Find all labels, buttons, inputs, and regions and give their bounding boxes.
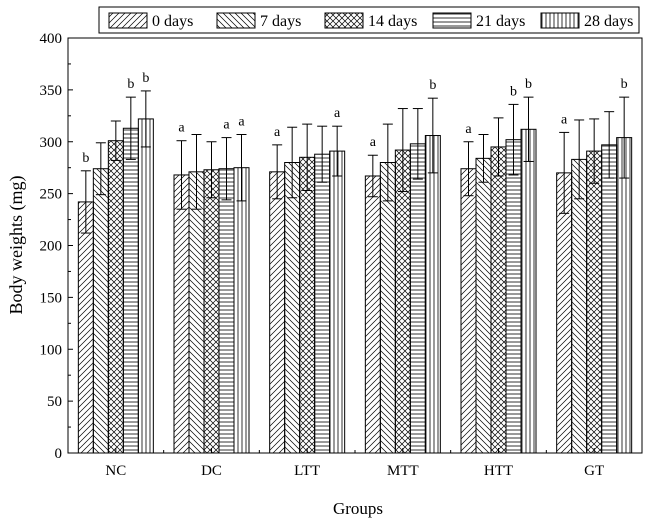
bar-HTT-21-days xyxy=(505,139,522,454)
bar-MTT-7-days xyxy=(379,162,396,454)
bar-DC-7-days xyxy=(188,171,205,454)
bar-NC-28-days xyxy=(137,118,154,454)
bar-LTT-7-days xyxy=(284,162,301,454)
y-tick-label: 400 xyxy=(40,31,63,47)
y-axis-label: Body weights (mg) xyxy=(6,176,27,315)
legend-swatch xyxy=(108,12,148,29)
legend-swatch xyxy=(540,12,580,29)
bar-MTT-21-days xyxy=(409,143,426,454)
bar-GT-21-days xyxy=(601,144,618,454)
significance-letter: a xyxy=(274,125,281,140)
legend-label: 21 days xyxy=(476,13,525,30)
bar-NC-21-days xyxy=(122,127,139,454)
significance-letter: b xyxy=(142,71,149,86)
significance-letter: a xyxy=(238,114,245,129)
y-tick-label: 0 xyxy=(55,446,63,462)
x-tick-label: GT xyxy=(584,463,604,479)
legend-label: 28 days xyxy=(584,13,633,30)
significance-letter: b xyxy=(510,84,517,99)
significance-letter: b xyxy=(82,151,89,166)
x-tick-label: NC xyxy=(105,463,126,479)
bar-GT-7-days xyxy=(571,158,588,454)
bar-NC-7-days xyxy=(92,168,109,454)
plot-frame xyxy=(67,37,643,454)
bar-DC-21-days xyxy=(218,168,235,454)
significance-letter: a xyxy=(370,135,377,150)
axes: 0 50 100 150 200 250 300 350 400 NC DC LTT MTT HTT GT xyxy=(40,31,643,479)
bar-DC-14-days xyxy=(203,169,220,454)
bar-DC-0-days xyxy=(173,174,190,454)
significance-letter: a xyxy=(334,106,341,121)
y-tick-label: 150 xyxy=(40,290,63,306)
y-tick-label: 350 xyxy=(40,83,63,99)
x-tick-label: DC xyxy=(201,463,222,479)
y-tick-label: 250 xyxy=(40,187,63,203)
y-tick-label: 200 xyxy=(40,239,63,255)
legend-label: 7 days xyxy=(260,13,301,30)
y-tick-label: 300 xyxy=(40,135,63,151)
x-tick-label: LTT xyxy=(294,463,320,479)
bar-MTT-14-days xyxy=(394,149,411,454)
bar-DC-28-days xyxy=(233,167,250,454)
bar-GT-28-days xyxy=(616,137,633,454)
bar-MTT-0-days xyxy=(364,175,381,454)
significance-letter: a xyxy=(178,121,185,136)
legend-swatch xyxy=(216,12,256,29)
bar-HTT-28-days xyxy=(520,128,537,454)
significance-letter: b xyxy=(127,77,134,92)
x-tick-label: MTT xyxy=(387,463,419,479)
legend-swatch xyxy=(324,12,364,29)
legend-swatch xyxy=(432,12,472,29)
significance-letter: b xyxy=(429,78,436,93)
significance-letter: a xyxy=(561,112,568,127)
significance-letter: a xyxy=(465,122,472,137)
bar-HTT-0-days xyxy=(460,168,477,454)
bar-HTT-14-days xyxy=(490,146,507,454)
legend-label: 0 days xyxy=(152,13,193,30)
bar-GT-0-days xyxy=(556,172,573,454)
legend-label: 14 days xyxy=(368,13,417,30)
bar-LTT-14-days xyxy=(299,156,316,454)
bar-LTT-21-days xyxy=(314,153,331,454)
significance-letter: a xyxy=(223,118,230,133)
significance-letter: b xyxy=(621,77,628,92)
x-tick-label: HTT xyxy=(484,463,513,479)
bar-MTT-28-days xyxy=(424,135,441,454)
bar-NC-14-days xyxy=(107,140,124,454)
y-tick-label: 100 xyxy=(40,342,63,358)
bar-LTT-28-days xyxy=(329,150,346,454)
bar-GT-14-days xyxy=(586,150,603,454)
bar-NC-0-days xyxy=(77,201,94,454)
x-axis-label: Groups xyxy=(333,499,383,518)
bar-LTT-0-days xyxy=(269,171,286,454)
legend: 0 days 7 days 14 days 21 days 28 days xyxy=(98,6,640,34)
y-tick-label: 50 xyxy=(47,394,62,410)
bar-HTT-7-days xyxy=(475,157,492,454)
significance-letter: b xyxy=(525,77,532,92)
